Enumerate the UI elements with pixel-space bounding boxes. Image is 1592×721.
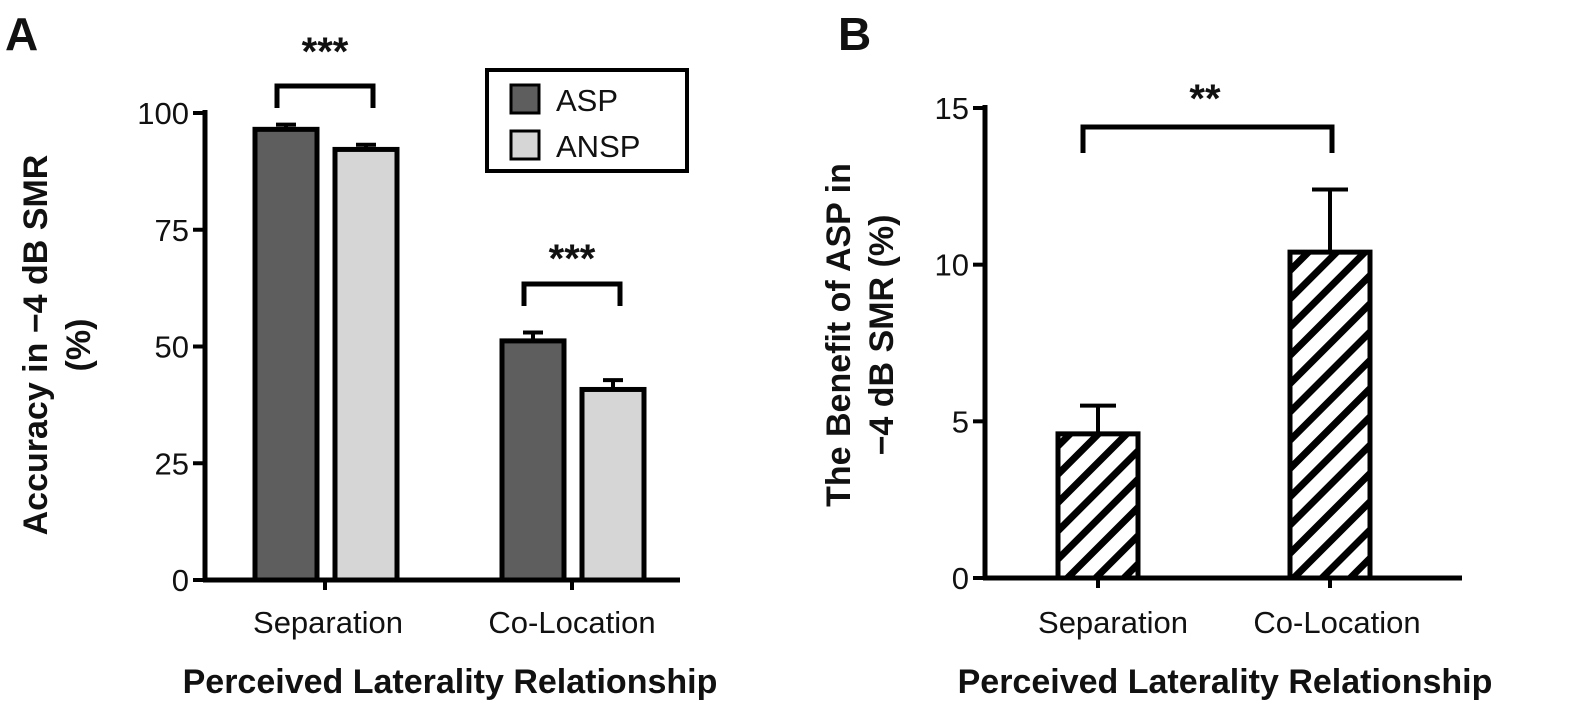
- panel-a-bar: [332, 146, 400, 583]
- panel-a-significance-bracket: [521, 281, 623, 306]
- panel-b-significance-bracket: [1080, 124, 1335, 153]
- panel-b-y-ticks: 0 5 10 15: [935, 91, 985, 596]
- legend-swatch-asp: [509, 83, 541, 115]
- legend-label-ansp: ANSP: [556, 129, 640, 164]
- panel-b-y-tick-label: 15: [935, 91, 969, 126]
- panel-a-y-title-line-1: Accuracy in −4 dB SMR: [17, 155, 55, 536]
- panel-b-y-tick-label: 10: [935, 248, 969, 283]
- panel-a-y-title-line-2: (%): [60, 319, 98, 372]
- panel-b-axes: [982, 105, 1462, 588]
- panel-a-category-label: Separation: [253, 605, 403, 640]
- panel-b-bar: [1055, 431, 1141, 581]
- panel-a-y-ticks: 0 25 50 75 100: [137, 96, 205, 598]
- panel-b-y-tick-label: 0: [952, 561, 969, 596]
- panel-a-letter: A: [5, 8, 38, 60]
- panel-b-letter: B: [838, 8, 871, 60]
- panel-b-y-axis-title: The Benefit of ASP in −4 dB SMR (%): [820, 163, 901, 507]
- panel-a-significance-label: ***: [549, 237, 596, 281]
- panel-a-significance: *** ***: [274, 30, 623, 306]
- panel-a-bar: [252, 126, 320, 583]
- legend-swatch-ansp: [509, 129, 541, 161]
- panel-a-bars: [252, 122, 647, 583]
- panel-b-category-label: Co-Location: [1253, 605, 1420, 640]
- panel-b-significance: **: [1080, 77, 1335, 153]
- panel-b-x-axis-title: Perceived Laterality Relationship: [958, 663, 1493, 701]
- panel-b-categories: Separation Co-Location: [1038, 605, 1421, 640]
- panel-b-y-tick-label: 5: [952, 404, 969, 439]
- panel-b-significance-label: **: [1189, 77, 1221, 121]
- panel-b-bar: [1287, 249, 1373, 581]
- legend-label-asp: ASP: [556, 83, 618, 118]
- panel-b-y-title-line-2: −4 dB SMR (%): [863, 215, 901, 456]
- panel-b: B The Benefit of ASP in −4 dB SMR (%) 0 5…: [820, 8, 1492, 701]
- panel-b-category-label: Separation: [1038, 605, 1188, 640]
- panel-a-legend: ASP ANSP: [485, 68, 689, 173]
- panel-a-categories: Separation Co-Location: [253, 605, 656, 640]
- panel-a-bar: [499, 338, 567, 583]
- panel-a-axes: [202, 110, 680, 590]
- panel-a-y-tick-label: 75: [155, 213, 189, 248]
- panel-b-y-title-line-1: The Benefit of ASP in: [820, 163, 858, 507]
- panel-a-bar: [579, 386, 647, 583]
- panel-b-bars: [1055, 187, 1373, 581]
- panel-a-category-label: Co-Location: [488, 605, 655, 640]
- panel-a-significance-label: ***: [302, 30, 349, 74]
- panel-a-y-tick-label: 0: [172, 563, 189, 598]
- panel-a-y-tick-label: 50: [155, 330, 189, 365]
- panel-a-x-axis-title: Perceived Laterality Relationship: [183, 663, 718, 701]
- panel-a-y-tick-label: 25: [155, 446, 189, 481]
- panel-a-y-tick-label: 100: [137, 96, 189, 131]
- panel-a: A Accuracy in −4 dB SMR (%) 0 25 50 75 100 S…: [5, 8, 717, 701]
- panel-a-y-axis-title: Accuracy in −4 dB SMR (%): [17, 155, 98, 536]
- panel-a-significance-bracket: [274, 83, 376, 108]
